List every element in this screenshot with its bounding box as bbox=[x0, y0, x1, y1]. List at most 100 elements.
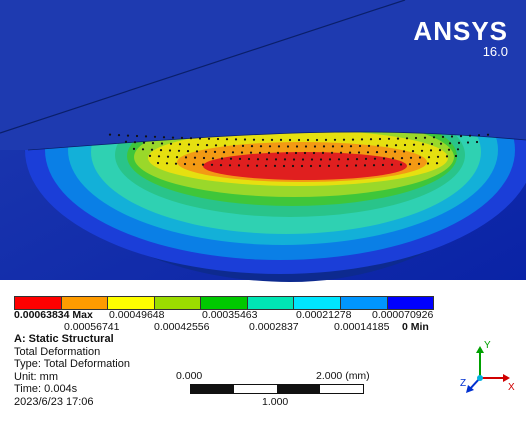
mesh-node bbox=[229, 157, 233, 160]
mesh-node bbox=[331, 145, 335, 148]
mesh-node bbox=[267, 151, 271, 154]
mesh-node bbox=[184, 156, 188, 159]
mesh-node bbox=[429, 149, 433, 152]
scale-right-label: 2.000 (mm) bbox=[316, 370, 370, 382]
mesh-node bbox=[108, 133, 112, 136]
scale-left-label: 0.000 bbox=[176, 370, 203, 382]
mesh-node bbox=[295, 145, 299, 148]
scale-bar bbox=[190, 384, 364, 394]
mesh-node bbox=[378, 137, 382, 141]
mesh-node bbox=[477, 134, 481, 137]
scale-ruler: 0.000 2.000 (mm) 1.000 bbox=[176, 370, 396, 410]
mesh-node bbox=[292, 158, 296, 161]
mesh-node bbox=[189, 137, 193, 140]
mesh-node bbox=[391, 157, 395, 160]
mesh-node bbox=[313, 145, 317, 148]
mesh-node bbox=[435, 162, 439, 165]
mesh-node bbox=[283, 158, 287, 161]
mesh-node bbox=[337, 158, 341, 161]
mesh-node bbox=[252, 138, 256, 141]
mesh-node bbox=[382, 157, 386, 160]
mesh-node bbox=[178, 143, 182, 146]
mesh-node bbox=[162, 136, 166, 139]
mesh-node bbox=[348, 151, 352, 154]
mesh-node bbox=[318, 164, 322, 167]
mesh-node bbox=[322, 145, 326, 148]
mesh-node bbox=[159, 149, 163, 152]
mesh-node bbox=[169, 142, 173, 145]
mesh-node bbox=[436, 155, 440, 158]
result-info: A: Static Structural Total Deformation T… bbox=[14, 333, 130, 409]
x-axis-label: X bbox=[508, 382, 515, 393]
mesh-node bbox=[372, 164, 376, 167]
mesh-node bbox=[360, 138, 364, 141]
mesh-node bbox=[157, 155, 161, 158]
mesh-node-markers bbox=[108, 133, 490, 168]
legend-value-bottom-4: 0.00014185 bbox=[334, 321, 390, 333]
legend-swatch bbox=[247, 297, 295, 309]
mesh-node bbox=[450, 135, 454, 138]
mesh-node bbox=[358, 144, 362, 148]
mesh-node bbox=[430, 142, 434, 146]
mesh-node bbox=[160, 142, 164, 145]
axis-triad[interactable]: Y X Z bbox=[458, 338, 518, 398]
mesh-node bbox=[412, 143, 416, 146]
mesh-node bbox=[126, 134, 130, 137]
top-plane bbox=[0, 0, 526, 150]
mesh-node bbox=[423, 136, 427, 139]
mesh-node bbox=[291, 164, 295, 168]
mesh-node bbox=[366, 151, 370, 154]
mesh-node bbox=[195, 150, 199, 153]
mesh-node bbox=[357, 151, 361, 154]
mesh-node bbox=[202, 156, 206, 160]
edge-line-top-2 bbox=[0, 0, 406, 134]
mesh-node bbox=[394, 144, 398, 147]
mesh-node bbox=[265, 158, 269, 161]
mesh-node bbox=[420, 149, 424, 152]
legend-max-label: 0.00063834 Max bbox=[14, 309, 93, 321]
mesh-node bbox=[346, 158, 350, 161]
result-name: Total Deformation bbox=[14, 345, 101, 358]
mesh-node bbox=[369, 138, 373, 141]
result-timestamp: 2023/6/23 17:06 bbox=[14, 395, 94, 408]
legend-swatch bbox=[61, 297, 109, 309]
mesh-node bbox=[421, 143, 425, 146]
mesh-node bbox=[418, 156, 422, 159]
mesh-node bbox=[390, 163, 394, 166]
mesh-node bbox=[117, 134, 121, 137]
mesh-node bbox=[133, 141, 137, 144]
mesh-node bbox=[445, 155, 449, 158]
legend-value-top-4: 0.000070926 bbox=[372, 309, 434, 321]
mesh-node bbox=[294, 151, 298, 155]
result-type: Type: Total Deformation bbox=[14, 358, 130, 371]
mesh-node bbox=[414, 136, 418, 140]
mesh-node bbox=[148, 154, 152, 157]
mesh-node bbox=[276, 151, 280, 154]
mesh-node bbox=[448, 142, 452, 145]
mesh-node bbox=[207, 137, 211, 140]
mesh-node bbox=[304, 145, 308, 148]
mesh-node bbox=[468, 134, 472, 137]
mesh-node bbox=[475, 140, 479, 144]
mesh-node bbox=[336, 164, 340, 167]
legend-value-bottom-3: 0.0002837 bbox=[249, 321, 299, 333]
legend-min-label: 0 Min bbox=[402, 321, 429, 333]
mesh-node bbox=[243, 138, 247, 141]
mesh-node bbox=[427, 156, 431, 159]
mesh-node bbox=[286, 145, 290, 148]
mesh-node bbox=[142, 141, 146, 144]
mesh-node bbox=[268, 145, 272, 148]
mesh-node bbox=[196, 143, 200, 146]
mesh-node bbox=[333, 138, 337, 141]
mesh-node bbox=[417, 162, 421, 165]
z-axis-label: Z bbox=[460, 378, 466, 389]
mesh-node bbox=[132, 147, 136, 150]
mesh-node bbox=[439, 142, 443, 145]
mesh-node bbox=[411, 150, 415, 153]
legend-swatch bbox=[154, 297, 202, 309]
brand-name: ANSYS bbox=[413, 16, 508, 46]
mesh-node bbox=[175, 156, 179, 159]
legend-swatch bbox=[294, 297, 341, 309]
